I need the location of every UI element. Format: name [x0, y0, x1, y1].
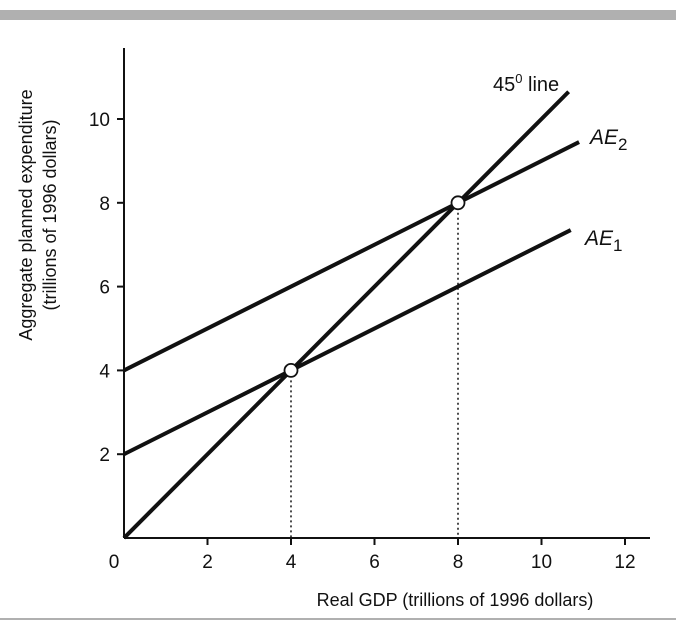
label-ae1-main: AE: [583, 227, 614, 250]
line-ae2: [123, 140, 580, 373]
label-45-superscript: 0: [515, 71, 522, 86]
label-ae2-subscript: 2: [618, 135, 627, 154]
y-tick-label: 4: [99, 361, 110, 382]
line-45-degree: [122, 90, 571, 540]
x-tick-label: 8: [453, 552, 464, 573]
x-tick-label: 4: [286, 552, 297, 573]
y-tick-label: 6: [99, 278, 110, 299]
y-tick-label: 10: [89, 110, 110, 131]
x-tick-label: 6: [369, 552, 380, 573]
line-ae1: [123, 228, 572, 456]
label-ae1: AE1: [583, 227, 622, 255]
x-tick-label: 0: [109, 552, 120, 573]
axes: [123, 48, 650, 539]
label-ae2: AE2: [588, 126, 627, 154]
top-rule: [0, 10, 676, 20]
y-tick-label: 8: [99, 194, 110, 215]
label-ae1-subscript: 1: [613, 236, 622, 255]
equilibrium-point: [450, 195, 466, 211]
equilibrium-point: [283, 362, 299, 378]
label-45-rest: line: [522, 74, 559, 96]
y-axis-title: Aggregate planned expenditure: [16, 89, 36, 340]
x-tick-label: 2: [202, 552, 213, 573]
bottom-rule: [0, 618, 676, 620]
label-45-main: 45: [493, 74, 515, 96]
x-tick-label: 12: [614, 552, 635, 573]
y-axis-subtitle: (trillions of 1996 dollars): [40, 119, 60, 310]
x-tick-label: 10: [531, 552, 552, 573]
label-ae2-main: AE: [588, 126, 619, 149]
x-axis-title: Real GDP (trillions of 1996 dollars): [317, 590, 594, 610]
y-tick-label: 2: [99, 445, 110, 466]
label-45-degree-line: 450 line: [493, 71, 559, 96]
